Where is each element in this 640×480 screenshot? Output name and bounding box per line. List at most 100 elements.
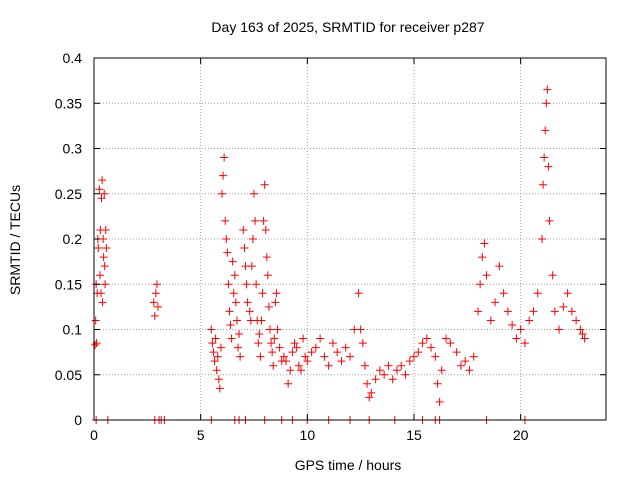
data-point <box>225 307 234 316</box>
data-point <box>452 348 461 357</box>
data-point <box>559 302 568 311</box>
data-point <box>356 325 365 334</box>
data-point <box>456 361 465 370</box>
data-point <box>286 366 295 375</box>
data-point <box>446 339 455 348</box>
data-point <box>375 366 384 375</box>
data-point <box>262 253 271 262</box>
data-point <box>263 271 272 280</box>
data-point <box>210 357 219 366</box>
data-point <box>247 262 256 271</box>
y-tick-label: 0.35 <box>55 95 82 111</box>
data-point <box>99 253 108 262</box>
data-point <box>303 357 312 366</box>
data-point <box>414 348 423 357</box>
data-point <box>478 253 487 262</box>
data-point <box>354 289 363 298</box>
data-point <box>236 352 245 361</box>
data-point <box>538 235 546 243</box>
data-point <box>548 271 557 280</box>
data-point <box>228 257 237 266</box>
data-point <box>578 330 587 339</box>
data-point <box>360 361 369 370</box>
data-point <box>284 379 293 388</box>
x-tick-label: 10 <box>300 427 316 443</box>
data-point <box>260 180 269 189</box>
y-tick-label: 0.3 <box>63 141 83 157</box>
data-point <box>580 334 589 343</box>
data-point <box>101 280 110 289</box>
data-point <box>152 280 161 289</box>
data-point <box>269 361 278 370</box>
grid <box>94 58 606 420</box>
data-point <box>380 370 389 379</box>
data-point <box>268 348 277 357</box>
data-point <box>299 334 308 343</box>
data-point <box>491 298 500 307</box>
data-point <box>563 289 572 298</box>
data-point <box>252 280 261 289</box>
data-point <box>437 366 446 375</box>
data-point <box>541 126 550 135</box>
data-point <box>358 339 367 348</box>
data-point <box>231 298 240 307</box>
data-point <box>328 339 337 348</box>
data-point <box>240 244 249 253</box>
y-tick-label: 0.25 <box>55 186 82 202</box>
data-point <box>264 302 273 311</box>
data-point <box>98 176 107 185</box>
y-axis-label: SRMTID / TECUs <box>7 185 23 295</box>
data-point <box>333 348 342 357</box>
data-point <box>214 375 223 384</box>
data-point <box>480 239 489 248</box>
data-point <box>223 248 232 257</box>
data-point <box>219 171 228 180</box>
data-point <box>545 216 554 225</box>
data-point <box>512 334 521 343</box>
data-point <box>212 366 221 375</box>
data-point <box>150 311 159 320</box>
data-point <box>97 289 106 298</box>
data-point <box>392 366 401 375</box>
data-point <box>227 334 236 343</box>
data-point <box>301 352 310 361</box>
data-point <box>365 393 374 402</box>
data-point <box>229 289 238 298</box>
data-point <box>290 339 299 348</box>
data-point <box>324 361 333 370</box>
data-point <box>442 334 450 343</box>
data-point <box>388 375 397 384</box>
data-point <box>98 298 107 307</box>
data-point <box>209 348 218 357</box>
data-point <box>215 384 224 393</box>
data-point <box>211 334 220 343</box>
data-point <box>251 216 260 225</box>
data-point <box>208 339 217 348</box>
data-point <box>218 189 226 198</box>
data-point <box>363 379 372 388</box>
data-point <box>296 366 305 375</box>
data-point <box>346 352 354 361</box>
data-point <box>288 348 297 357</box>
data-point <box>311 343 320 352</box>
data-point <box>248 235 257 243</box>
data-point <box>482 271 491 280</box>
data-point <box>255 330 264 339</box>
data-point <box>465 366 474 375</box>
data-point <box>273 325 282 334</box>
data-point <box>495 262 504 271</box>
data-point <box>271 298 280 307</box>
data-point <box>499 289 508 298</box>
y-tick-label: 0.15 <box>55 276 82 292</box>
data-point <box>216 343 225 352</box>
data-point <box>250 189 258 198</box>
data-point <box>282 357 290 366</box>
data-point <box>245 307 254 316</box>
data-point <box>226 320 235 329</box>
data-point <box>422 334 431 343</box>
data-point <box>100 189 109 198</box>
chart-title: Day 163 of 2025, SRMTID for receiver p28… <box>211 19 484 35</box>
data-point <box>224 280 233 289</box>
data-point <box>91 316 100 325</box>
